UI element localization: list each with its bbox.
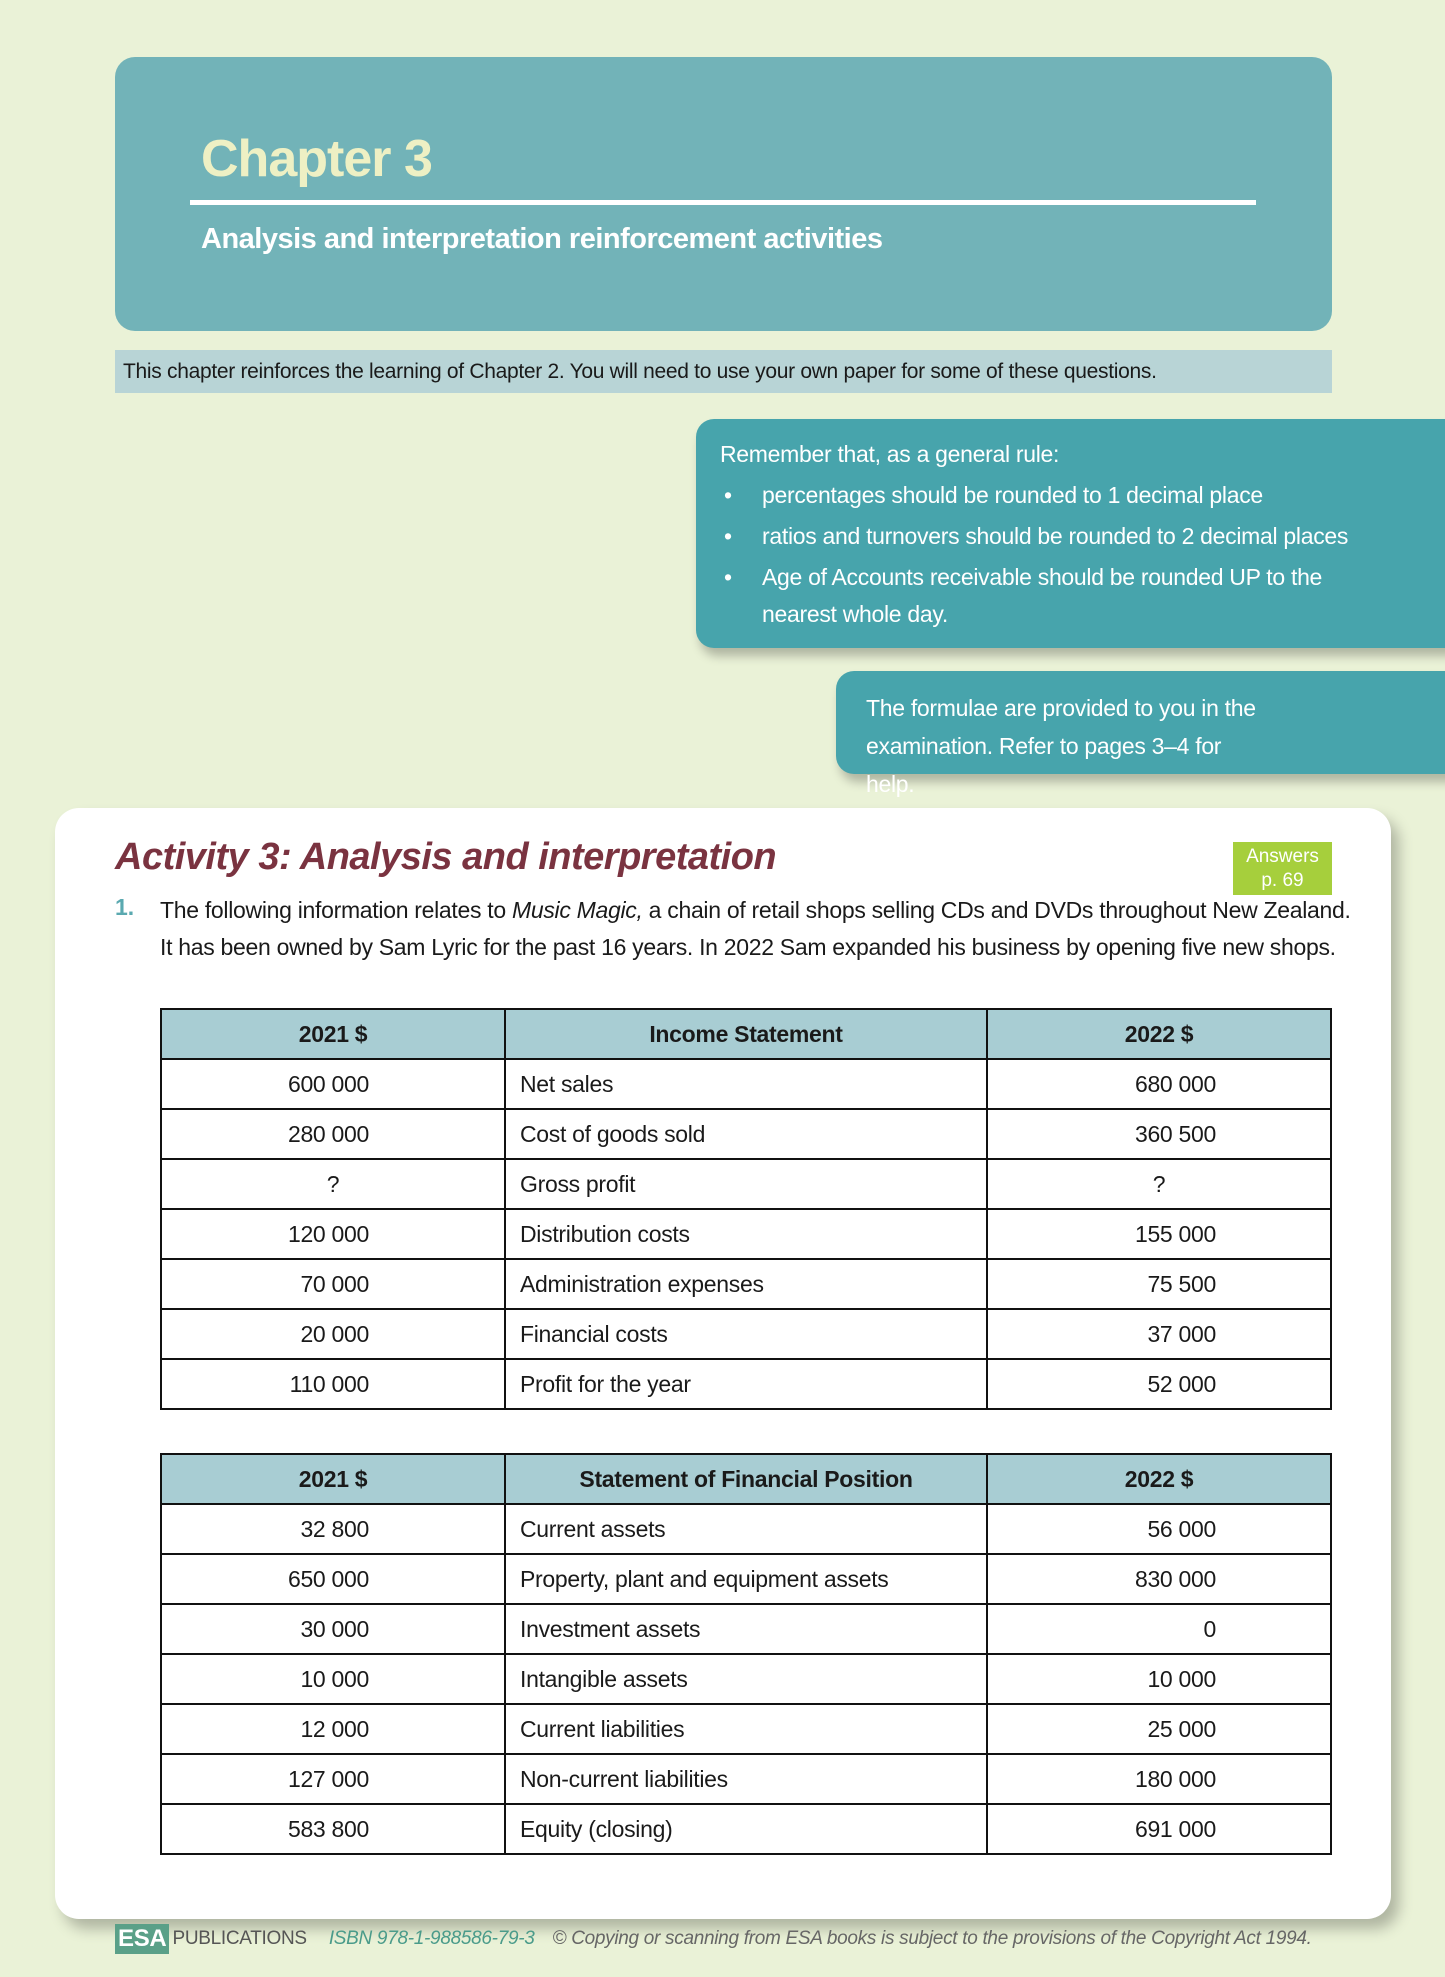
table-cell: 583 800 — [160, 1803, 506, 1855]
table-cell: 12 000 — [160, 1703, 506, 1755]
table-cell: 30 000 — [160, 1603, 506, 1655]
table-cell: Gross profit — [504, 1158, 988, 1210]
publisher: PUBLICATIONS — [172, 1928, 307, 1949]
table-cell: Property, plant and equipment assets — [504, 1553, 988, 1605]
table-cell: 680 000 — [986, 1058, 1332, 1110]
table-cell: Net sales — [504, 1058, 988, 1110]
table-row: 32 800 Current assets 56 000 — [160, 1503, 1332, 1555]
activity-title: Activity 3: Analysis and interpretation — [115, 836, 777, 878]
table-header-row: 2021 $ Income Statement 2022 $ — [160, 1008, 1332, 1060]
table-row: 20 000 Financial costs 37 000 — [160, 1308, 1332, 1360]
table-row: 70 000 Administration expenses 75 500 — [160, 1258, 1332, 1310]
intro-bar: This chapter reinforces the learning of … — [115, 350, 1332, 393]
formulae-text: The formulae are provided to you in the … — [866, 695, 1256, 797]
table-cell: 10 000 — [986, 1653, 1332, 1705]
table-cell: 155 000 — [986, 1208, 1332, 1260]
question-text: The following information relates to Mus… — [160, 897, 1351, 960]
income-statement-table: 2021 $ Income Statement 2022 $600 000 Net s… — [160, 1008, 1332, 1410]
activity-card: Activity 3: Analysis and interpretation … — [55, 808, 1391, 1919]
table-row: 600 000 Net sales 680 000 — [160, 1058, 1332, 1110]
table-cell: 10 000 — [160, 1653, 506, 1705]
column-header: 2021 $ — [160, 1008, 506, 1060]
table-cell: 127 000 — [160, 1753, 506, 1805]
table-row: 127 000 Non-current liabilities 180 000 — [160, 1753, 1332, 1805]
table-cell: Investment assets — [504, 1603, 988, 1655]
table-cell: 37 000 — [986, 1308, 1332, 1360]
table-cell: 360 500 — [986, 1108, 1332, 1160]
table-cell: ? — [986, 1158, 1332, 1210]
table-cell: Non-current liabilities — [504, 1753, 988, 1805]
column-header: 2022 $ — [986, 1453, 1332, 1505]
column-header: 2022 $ — [986, 1008, 1332, 1060]
footer: ESA PUBLICATIONS ISBN 978-1-988586-79-3 … — [115, 1924, 1312, 1954]
table-cell: Current liabilities — [504, 1703, 988, 1755]
table-cell: 120 000 — [160, 1208, 506, 1260]
table-cell: Intangible assets — [504, 1653, 988, 1705]
table-cell: Equity (closing) — [504, 1803, 988, 1855]
chapter-title: Chapter 3 — [201, 130, 433, 188]
table-cell: 280 000 — [160, 1108, 506, 1160]
copyright: © Copying or scanning from ESA books is … — [552, 1928, 1312, 1949]
table-cell: ? — [160, 1158, 506, 1210]
isbn: ISBN 978-1-988586-79-3 — [328, 1928, 535, 1949]
table-header-row: 2021 $ Statement of Financial Position 202… — [160, 1453, 1332, 1505]
table-cell: 20 000 — [160, 1308, 506, 1360]
column-header: 2021 $ — [160, 1453, 506, 1505]
rules-box: Remember that, as a general rule: percen… — [696, 419, 1445, 648]
table-row: 280 000 Cost of goods sold 360 500 — [160, 1108, 1332, 1160]
chapter-header: Chapter 3 Analysis and interpretation re… — [115, 57, 1332, 331]
divider — [190, 200, 1256, 205]
table-cell: 600 000 — [160, 1058, 506, 1110]
table-cell: 56 000 — [986, 1503, 1332, 1555]
table-row: 30 000 Investment assets 0 — [160, 1603, 1332, 1655]
table-cell: 25 000 — [986, 1703, 1332, 1755]
financial-position-table: 2021 $ Statement of Financial Position 202… — [160, 1453, 1332, 1855]
answers-label: Answers — [1246, 846, 1319, 867]
table-cell: 650 000 — [160, 1553, 506, 1605]
column-header: Income Statement — [504, 1008, 988, 1060]
table-cell: Profit for the year — [504, 1358, 988, 1410]
table-cell: 180 000 — [986, 1753, 1332, 1805]
table-row: 110 000 Profit for the year 52 000 — [160, 1358, 1332, 1410]
rules-lead: Remember that, as a general rule: — [720, 441, 1060, 467]
rule-item: ratios and turnovers should be rounded t… — [720, 518, 1445, 555]
table-cell: 70 000 — [160, 1258, 506, 1310]
table-cell: 32 800 — [160, 1503, 506, 1555]
table-row: 120 000 Distribution costs 155 000 — [160, 1208, 1332, 1260]
table-cell: 830 000 — [986, 1553, 1332, 1605]
table-cell: 0 — [986, 1603, 1332, 1655]
chapter-subtitle: Analysis and interpretation reinforcemen… — [201, 223, 883, 255]
answers-page: p. 69 — [1261, 870, 1304, 891]
table-row: 12 000 Current liabilities 25 000 — [160, 1703, 1332, 1755]
formulae-box: The formulae are provided to you in the … — [836, 671, 1445, 797]
table-cell: Current assets — [504, 1503, 988, 1555]
table-cell: 691 000 — [986, 1803, 1332, 1855]
table-cell: Distribution costs — [504, 1208, 988, 1260]
table-cell: Administration expenses — [504, 1258, 988, 1310]
answers-badge[interactable]: Answers p. 69 — [1233, 842, 1332, 895]
table-row: ? Gross profit? — [160, 1158, 1332, 1210]
table-cell: 110 000 — [160, 1358, 506, 1410]
table-cell: 52 000 — [986, 1358, 1332, 1410]
rule-item: Age of Accounts receivable should be rou… — [720, 559, 1400, 633]
table-cell: Cost of goods sold — [504, 1108, 988, 1160]
column-header: Statement of Financial Position — [504, 1453, 988, 1505]
esa-logo: ESA — [115, 1924, 170, 1954]
table-row: 583 800 Equity (closing) 691 000 — [160, 1803, 1332, 1855]
rule-item: percentages should be rounded to 1 decim… — [720, 477, 1445, 514]
question-number: 1. — [115, 894, 135, 920]
table-cell: 75 500 — [986, 1258, 1332, 1310]
table-row: 650 000 Property, plant and equipment ass… — [160, 1553, 1332, 1605]
table-cell: Financial costs — [504, 1308, 988, 1360]
table-row: 10 000 Intangible assets 10 000 — [160, 1653, 1332, 1705]
